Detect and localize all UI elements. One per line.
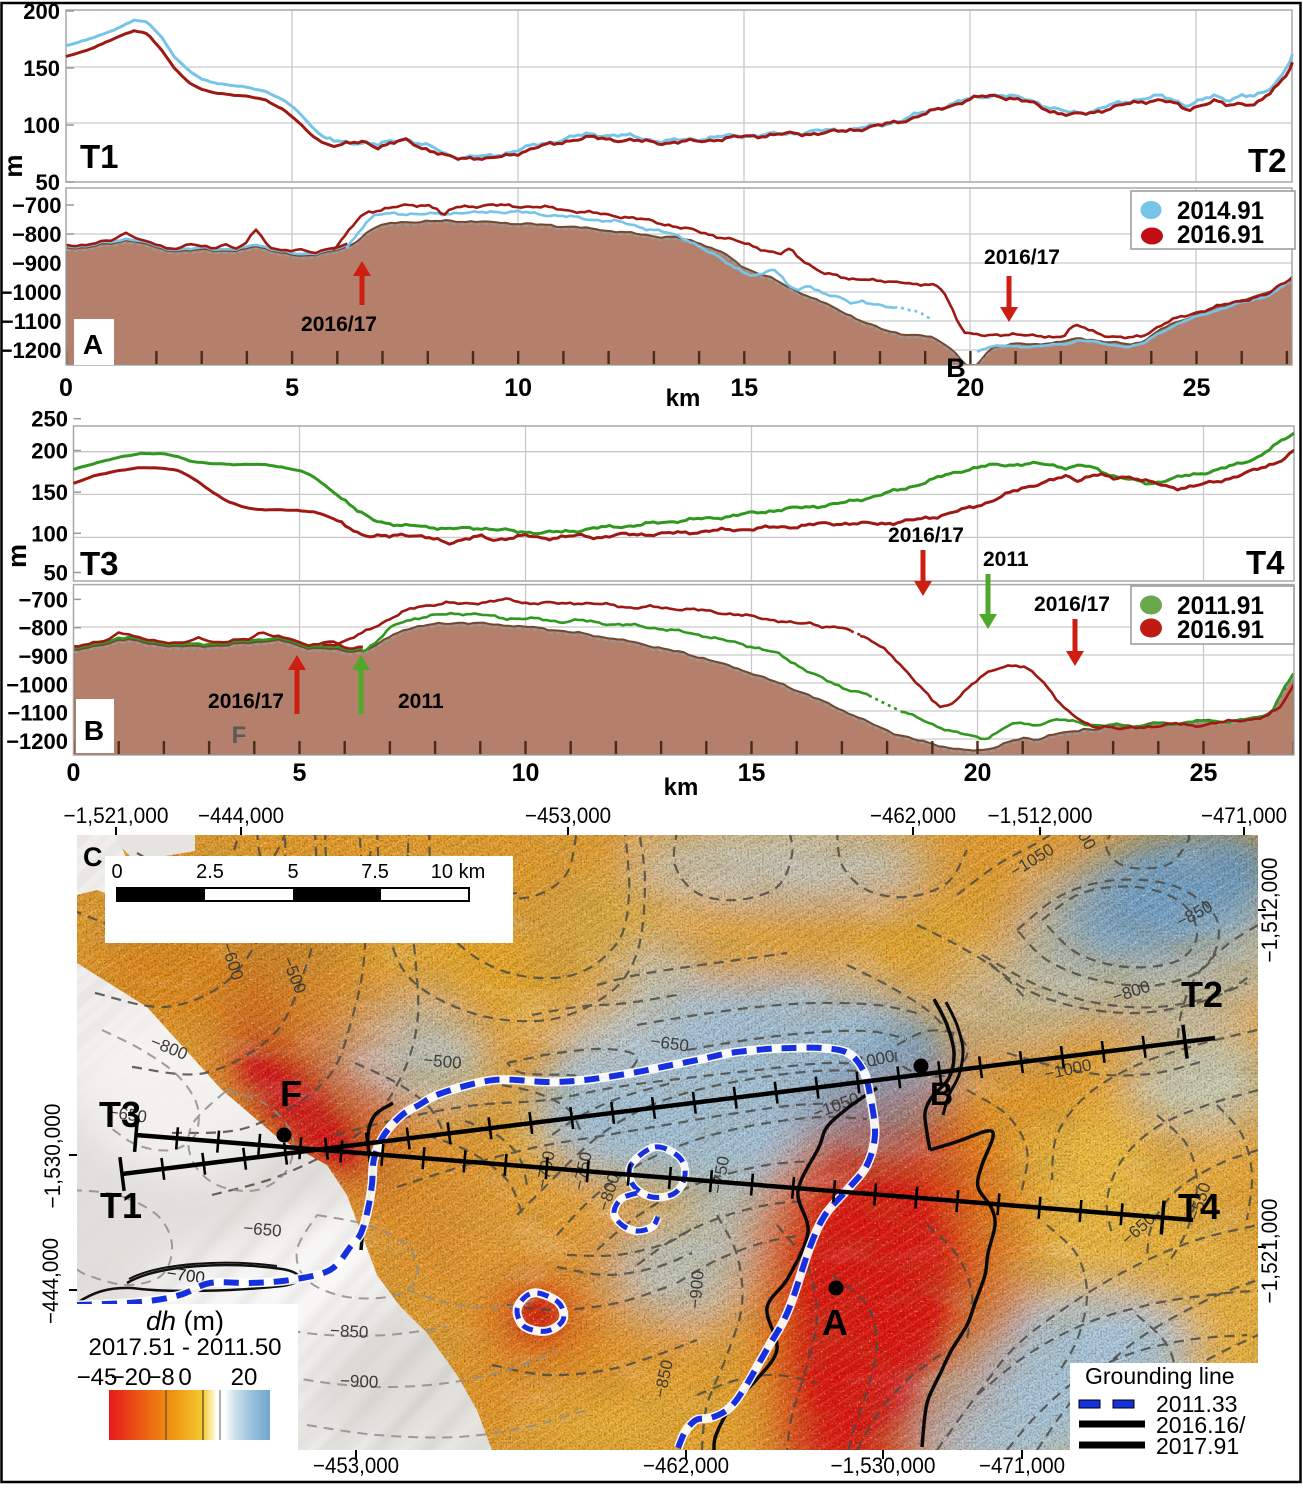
svg-text:−1100: −1100 — [7, 701, 68, 726]
svg-text:T3: T3 — [80, 545, 119, 582]
svg-text:0: 0 — [59, 374, 73, 402]
svg-text:2.5: 2.5 — [196, 861, 224, 883]
svg-text:−800: −800 — [12, 222, 62, 247]
svg-text:T2: T2 — [1248, 142, 1287, 179]
svg-text:−444,000: −444,000 — [38, 1238, 63, 1324]
svg-text:km: km — [666, 385, 701, 412]
svg-text:−45: −45 — [77, 1364, 118, 1391]
svg-text:2016/17: 2016/17 — [1034, 593, 1110, 616]
svg-text:50: 50 — [44, 561, 68, 586]
svg-text:2011.33: 2011.33 — [1156, 1391, 1237, 1417]
svg-text:−900: −900 — [12, 251, 62, 276]
svg-text:−700: −700 — [18, 587, 68, 612]
svg-text:20: 20 — [964, 759, 992, 787]
svg-text:B: B — [946, 353, 966, 383]
svg-text:10: 10 — [512, 759, 540, 787]
svg-text:−850: −850 — [330, 1321, 369, 1342]
svg-text:2011: 2011 — [983, 548, 1029, 571]
svg-text:−1,512,000: −1,512,000 — [988, 803, 1093, 828]
svg-text:−1000: −1000 — [0, 280, 62, 305]
svg-text:2016.91: 2016.91 — [1177, 221, 1264, 249]
svg-text:−1000: −1000 — [6, 672, 68, 697]
svg-text:−900: −900 — [685, 1270, 707, 1310]
svg-text:m: m — [2, 544, 32, 568]
svg-text:−1200: −1200 — [6, 729, 68, 754]
svg-text:−1,521,000: −1,521,000 — [1257, 1199, 1282, 1304]
svg-text:F: F — [280, 1073, 302, 1114]
svg-text:15: 15 — [738, 759, 766, 787]
svg-text:−1,530,000: −1,530,000 — [40, 1104, 65, 1209]
svg-text:−444,000: −444,000 — [198, 803, 284, 828]
svg-text:50: 50 — [36, 170, 60, 195]
svg-text:−1100: −1100 — [1, 309, 62, 334]
svg-text:2016/17: 2016/17 — [301, 313, 377, 336]
svg-text:2017.91: 2017.91 — [1156, 1433, 1239, 1459]
svg-text:15: 15 — [730, 374, 758, 402]
svg-text:A: A — [822, 1302, 848, 1343]
svg-text:0: 0 — [178, 1364, 191, 1391]
svg-text:−471,000: −471,000 — [1201, 803, 1287, 828]
svg-text:−500: −500 — [423, 1050, 463, 1072]
svg-text:km: km — [664, 774, 699, 801]
svg-text:2017.51 - 2011.50: 2017.51 - 2011.50 — [88, 1334, 281, 1361]
svg-text:−700: −700 — [12, 193, 62, 218]
svg-text:2016/17: 2016/17 — [984, 246, 1060, 269]
svg-text:−453,000: −453,000 — [525, 803, 611, 828]
svg-text:m: m — [0, 154, 28, 177]
svg-text:T2: T2 — [1181, 974, 1223, 1015]
svg-text:2016.16/: 2016.16/ — [1156, 1412, 1246, 1438]
svg-text:−1,521,000: −1,521,000 — [64, 803, 169, 828]
svg-text:T3: T3 — [99, 1094, 141, 1135]
svg-text:−800: −800 — [18, 616, 68, 641]
svg-text:−20: −20 — [111, 1364, 152, 1391]
svg-text:T4: T4 — [1178, 1186, 1220, 1227]
svg-text:25: 25 — [1183, 374, 1211, 402]
svg-text:−650: −650 — [243, 1218, 283, 1240]
svg-text:10 km: 10 km — [431, 861, 485, 883]
svg-text:T4: T4 — [1246, 544, 1285, 581]
svg-text:25: 25 — [1190, 759, 1218, 787]
svg-text:dh (m): dh (m) — [146, 1306, 224, 1336]
svg-text:−462,000: −462,000 — [870, 803, 956, 828]
svg-text:T1: T1 — [80, 138, 119, 175]
svg-text:−1200: −1200 — [0, 338, 62, 363]
svg-text:2016/17: 2016/17 — [888, 524, 964, 547]
svg-text:200: 200 — [31, 439, 68, 464]
svg-text:150: 150 — [23, 56, 60, 81]
svg-text:A: A — [83, 329, 103, 360]
svg-text:20: 20 — [231, 1364, 258, 1391]
svg-text:Grounding line: Grounding line — [1085, 1363, 1235, 1389]
svg-text:C: C — [83, 842, 103, 872]
svg-text:2016.91: 2016.91 — [1177, 616, 1264, 644]
svg-text:7.5: 7.5 — [361, 861, 389, 883]
svg-text:10: 10 — [504, 374, 532, 402]
svg-text:0: 0 — [67, 759, 81, 787]
svg-text:B: B — [930, 1076, 953, 1112]
svg-text:20: 20 — [956, 374, 984, 402]
svg-text:250: 250 — [31, 407, 68, 432]
svg-text:−8: −8 — [147, 1364, 174, 1391]
svg-text:2016/17: 2016/17 — [208, 690, 284, 713]
svg-text:100: 100 — [23, 113, 60, 138]
svg-text:150: 150 — [31, 480, 68, 505]
svg-text:100: 100 — [31, 521, 68, 546]
svg-text:5: 5 — [287, 861, 298, 883]
svg-text:2011: 2011 — [398, 690, 444, 713]
svg-text:T1: T1 — [100, 1185, 142, 1226]
svg-text:5: 5 — [293, 759, 307, 787]
svg-text:B: B — [84, 715, 104, 746]
svg-text:−900: −900 — [340, 1371, 379, 1391]
svg-text:0: 0 — [111, 861, 122, 883]
svg-text:−900: −900 — [18, 644, 68, 669]
svg-text:2011.91: 2011.91 — [1177, 592, 1264, 620]
svg-text:2014.91: 2014.91 — [1177, 197, 1264, 225]
svg-text:5: 5 — [285, 374, 299, 402]
svg-text:F: F — [232, 722, 247, 749]
